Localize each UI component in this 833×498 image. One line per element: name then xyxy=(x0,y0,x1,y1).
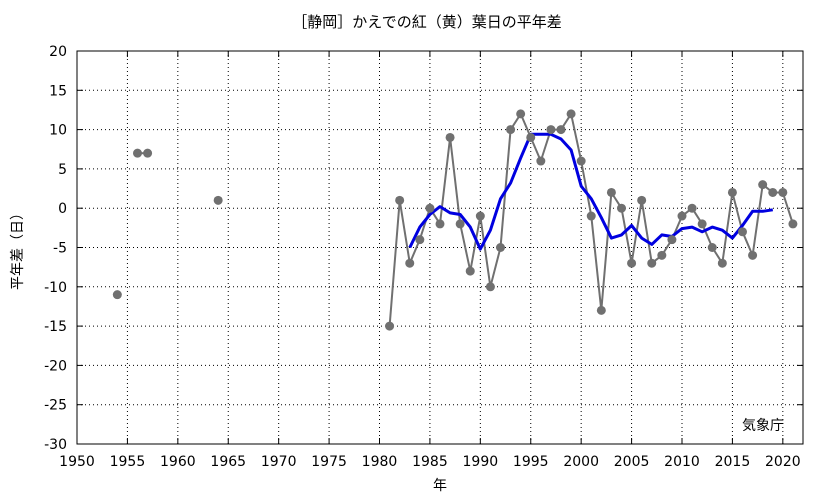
anomaly-point xyxy=(707,243,717,252)
credit-label: 気象庁 xyxy=(742,418,784,434)
y-tick-label: 10 xyxy=(49,123,67,139)
anomaly-point xyxy=(475,211,485,221)
anomaly-point xyxy=(566,109,576,119)
x-tick-label: 1995 xyxy=(513,454,549,470)
anomaly-point xyxy=(455,219,465,229)
y-tick-label: -20 xyxy=(44,358,67,374)
anomaly-point xyxy=(405,258,415,268)
anomaly-point xyxy=(596,305,606,315)
anomaly-point xyxy=(526,132,536,142)
anomaly-point xyxy=(485,282,495,292)
moving-average-line xyxy=(408,132,774,251)
anomaly-point xyxy=(425,203,435,213)
anomaly-point xyxy=(143,148,153,158)
grid xyxy=(77,51,803,444)
x-tick-label: 1975 xyxy=(311,454,347,470)
x-tick-label: 2005 xyxy=(614,454,650,470)
anomaly-point xyxy=(213,195,223,205)
anomaly-point xyxy=(112,290,122,300)
y-tick-label: 15 xyxy=(49,83,67,99)
anomaly-point xyxy=(748,250,758,260)
anomaly-point xyxy=(758,180,768,190)
anomaly-point xyxy=(637,195,647,205)
y-tick-label: -25 xyxy=(44,398,67,414)
anomaly-point xyxy=(576,156,586,166)
series-lines xyxy=(137,112,794,327)
y-tick-label: -30 xyxy=(44,437,67,453)
y-tick-label: -5 xyxy=(53,241,67,257)
x-axis-label: 年 xyxy=(433,478,447,494)
y-tick-label: -10 xyxy=(44,280,67,296)
anomaly-point xyxy=(667,235,677,245)
anomaly-point xyxy=(385,321,395,331)
y-tick-label: 5 xyxy=(58,162,67,178)
x-axis-tick-labels: 1950 1955 1960 1965 1970 1975 1980 1985 1990 1995… xyxy=(59,454,800,470)
anomaly-point xyxy=(657,250,667,260)
anomaly-point xyxy=(677,211,687,221)
x-tick-label: 2020 xyxy=(765,454,801,470)
y-tick-label: -15 xyxy=(44,319,67,335)
anomaly-point xyxy=(536,156,546,166)
x-tick-label: 1980 xyxy=(362,454,398,470)
anomaly-point xyxy=(445,132,455,142)
x-tick-label: 2010 xyxy=(664,454,700,470)
anomaly-point xyxy=(778,187,788,197)
x-tick-label: 1955 xyxy=(110,454,146,470)
y-axis-label: 平年差（日） xyxy=(10,206,26,290)
anomaly-point xyxy=(727,187,737,197)
anomaly-point xyxy=(133,148,142,158)
anomaly-point xyxy=(697,219,707,229)
anomaly-point xyxy=(465,266,475,276)
x-tick-label: 1970 xyxy=(261,454,297,470)
x-tick-label: 1985 xyxy=(412,454,448,470)
anomaly-point xyxy=(738,227,747,237)
anomaly-point xyxy=(546,125,556,135)
x-tick-label: 2015 xyxy=(715,454,751,470)
anomaly-point xyxy=(788,219,798,229)
anomaly-point xyxy=(556,125,566,135)
anomaly-point xyxy=(647,258,657,268)
x-tick-label: 1965 xyxy=(210,454,246,470)
anomaly-point xyxy=(617,203,626,213)
chart-title: ［静岡］かえでの紅（黄）葉日の平年差 xyxy=(292,13,562,31)
x-tick-label: 1950 xyxy=(59,454,95,470)
anomaly-point xyxy=(496,243,505,252)
anomaly-point xyxy=(435,219,445,229)
anomaly-point xyxy=(687,203,697,213)
anomaly-point xyxy=(516,109,526,119)
y-tick-label: 20 xyxy=(49,44,67,60)
series-markers xyxy=(112,109,798,331)
anomaly-point xyxy=(627,258,637,268)
y-axis-tick-labels: -30 -25 -20 -15 -10 -5 0 5 10 15 20 xyxy=(44,44,67,453)
y-tick-label: 0 xyxy=(58,201,67,217)
axis-ticks xyxy=(76,50,803,445)
x-tick-label: 1990 xyxy=(463,454,499,470)
anomaly-point xyxy=(768,187,778,197)
anomaly-point xyxy=(415,235,425,245)
anomaly-point xyxy=(717,258,727,268)
anomaly-point xyxy=(395,195,405,205)
anomaly-point xyxy=(506,125,516,135)
anomaly-point xyxy=(606,187,616,197)
anomaly-point xyxy=(586,211,596,221)
x-tick-label: 2000 xyxy=(563,454,599,470)
x-tick-label: 1960 xyxy=(160,454,196,470)
